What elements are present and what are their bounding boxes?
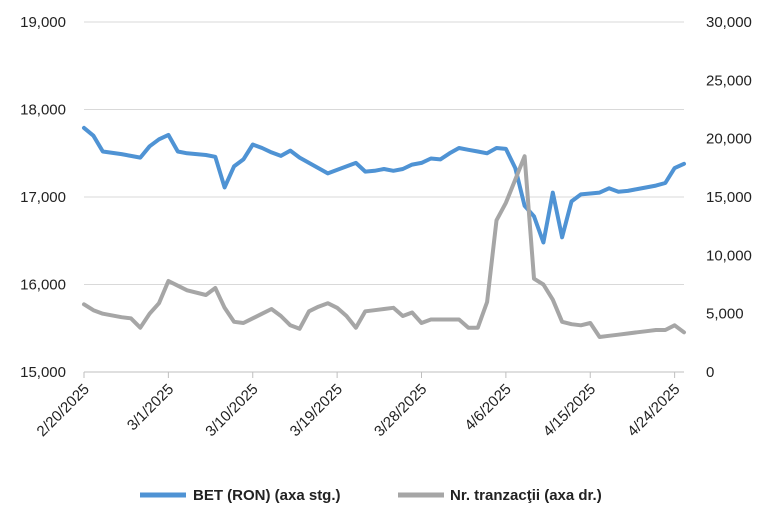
x-tick-label: 3/19/2025 (287, 381, 346, 440)
y-left-tick-label: 15,000 (20, 364, 66, 381)
tranzactii-series-line (82, 154, 686, 339)
x-tick-label: 4/6/2025 (461, 381, 514, 434)
y-left-tick-label: 16,000 (20, 277, 66, 294)
bet-series-line (82, 125, 686, 245)
y-right-tick-label: 5,000 (706, 306, 744, 323)
legend-label: BET (RON) (axa stg.) (193, 487, 341, 504)
y-right-tick-label: 20,000 (706, 131, 752, 148)
axes (83, 371, 684, 378)
y-left-tick-label: 18,000 (20, 102, 66, 119)
x-tick-label: 3/10/2025 (202, 381, 261, 440)
x-tick-label: 3/1/2025 (124, 381, 177, 434)
legend: BET (RON) (axa stg.) Nr. tranzacţii (axa … (140, 487, 602, 504)
tick-labels: 15,000 16,000 17,000 18,000 19,000 0 5,000 10,0… (20, 14, 752, 440)
y-right-tick-label: 30,000 (706, 14, 752, 31)
x-tick-label: 4/15/2025 (540, 381, 599, 440)
x-tick-label: 2/20/2025 (34, 381, 93, 440)
y-left-tick-label: 17,000 (20, 189, 66, 206)
series-lines (82, 125, 686, 339)
y-right-tick-label: 25,000 (706, 72, 752, 89)
y-right-tick-label: 0 (706, 364, 714, 381)
y-right-tick-label: 10,000 (706, 247, 752, 264)
legend-label: Nr. tranzacţii (axa dr.) (450, 487, 602, 504)
y-left-tick-label: 19,000 (20, 14, 66, 31)
x-tick-label: 3/28/2025 (371, 381, 430, 440)
y-right-tick-label: 15,000 (706, 189, 752, 206)
gridlines (84, 21, 684, 285)
x-tick-label: 4/24/2025 (624, 381, 683, 440)
